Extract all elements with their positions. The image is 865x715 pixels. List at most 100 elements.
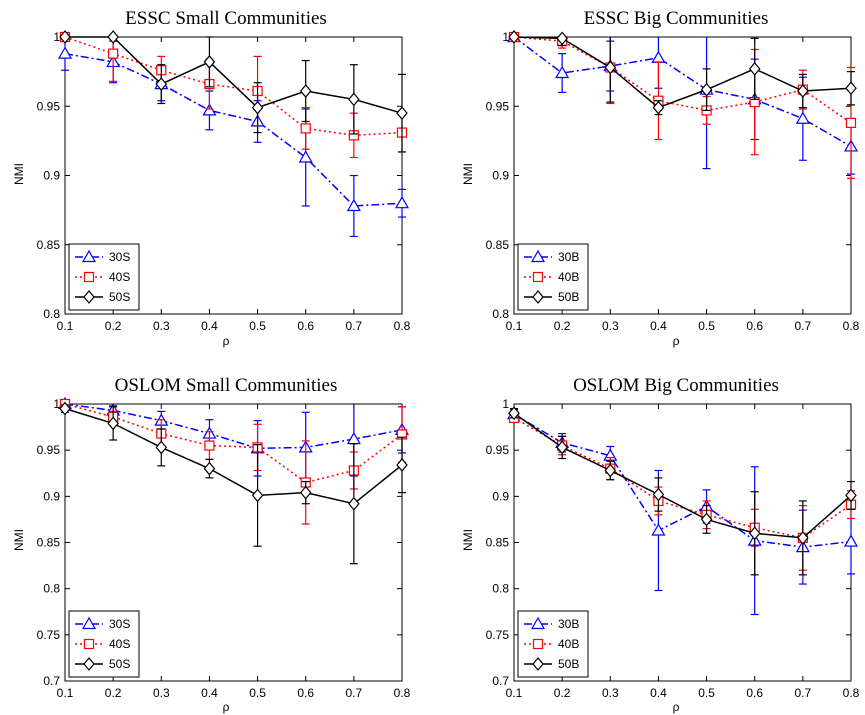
series-line [64, 36, 403, 137]
legend-marker [83, 638, 95, 650]
legend-label: 40S [109, 637, 130, 651]
legend-entry: 40S [75, 637, 130, 651]
legend-marker [532, 657, 544, 671]
x-tick-label: 0.3 [602, 319, 619, 333]
legend-entry: 30B [524, 249, 579, 264]
x-tick-label: 0.2 [105, 319, 122, 333]
data-point-marker [700, 512, 713, 527]
data-point-marker [204, 440, 215, 451]
data-point-marker [155, 77, 168, 92]
y-tick-label: 0.95 [486, 443, 510, 457]
legend-marker [81, 616, 97, 630]
data-point-marker [348, 496, 360, 511]
series-line [513, 36, 852, 124]
legend-label: 30B [558, 250, 579, 264]
legend-marker [532, 638, 544, 650]
x-tick-label: 0.3 [153, 319, 170, 333]
x-tick-label: 0.6 [297, 319, 314, 333]
data-point-marker [797, 84, 809, 98]
legend-marker [530, 616, 546, 630]
series-50B [508, 406, 857, 576]
panel-title: OSLOM Big Communities [573, 375, 779, 396]
legend-marker [83, 271, 95, 283]
y-tick-label: 0.95 [37, 99, 61, 113]
data-point-marker [202, 103, 217, 116]
y-tick-label: 0.8 [43, 307, 60, 321]
legend-entry: 40S [75, 270, 130, 284]
y-tick-label: 0.8 [492, 307, 509, 321]
data-point-marker [203, 54, 216, 69]
panel-title: OSLOM Small Communities [115, 375, 338, 396]
legend-label: 40S [109, 270, 130, 284]
x-tick-label: 0.8 [843, 319, 860, 333]
x-tick-label: 0.1 [57, 319, 74, 333]
data-point-marker [396, 458, 408, 472]
data-point-marker [797, 530, 809, 545]
data-point-marker [299, 485, 312, 500]
series-line [513, 36, 852, 148]
legend-marker [83, 657, 95, 671]
legend-entry: 50B [524, 290, 579, 304]
y-tick-label: 0.9 [492, 489, 509, 503]
data-point-marker [57, 46, 73, 59]
y-axis-label: NMI [12, 529, 26, 551]
legend-entry: 50B [524, 657, 579, 671]
x-tick-label: 0.5 [698, 319, 715, 333]
series-50S [59, 30, 408, 153]
legend-entry: 30S [75, 249, 130, 264]
series-line [64, 407, 403, 505]
legend-marker [532, 271, 544, 283]
x-tick-label: 0.2 [105, 686, 122, 700]
series-40B [508, 31, 857, 179]
data-point-marker [508, 30, 520, 44]
data-point-marker [346, 198, 361, 212]
data-point-marker [394, 195, 410, 209]
data-point-marker [299, 84, 312, 98]
x-tick-label: 0.1 [57, 686, 74, 700]
series-line [513, 413, 852, 548]
y-tick-label: 0.85 [37, 536, 61, 550]
data-point-marker [556, 31, 568, 46]
x-tick-label: 0.1 [506, 319, 523, 333]
y-tick-label: 1 [53, 30, 60, 44]
x-tick-label: 0.3 [602, 686, 619, 700]
data-point-marker [298, 150, 313, 163]
series-line [64, 52, 403, 207]
x-tick-label: 0.6 [746, 686, 763, 700]
x-tick-label: 0.6 [746, 319, 763, 333]
x-axis-label: ρ [223, 700, 230, 714]
data-point-marker [107, 30, 119, 44]
data-point-marker [555, 65, 570, 79]
data-point-marker [107, 416, 119, 431]
x-tick-label: 0.8 [394, 319, 411, 333]
y-tick-label: 0.9 [43, 489, 60, 503]
x-axis-label: ρ [223, 334, 230, 348]
y-tick-label: 0.8 [43, 582, 60, 596]
legend-marker [81, 249, 97, 263]
series-line [513, 36, 852, 109]
data-point-marker [155, 440, 168, 455]
legend-marker [530, 249, 546, 263]
y-tick-label: 0.7 [43, 674, 60, 688]
data-point-marker [700, 82, 713, 97]
series-30B [506, 29, 859, 175]
legend: 30S 40S 50S [68, 610, 140, 678]
data-point-marker [651, 523, 666, 536]
y-axis-label: NMI [461, 163, 475, 185]
data-point-marker [652, 487, 665, 502]
x-tick-label: 0.8 [843, 686, 860, 700]
y-tick-label: 0.85 [486, 536, 510, 550]
x-tick-label: 0.4 [650, 319, 667, 333]
data-point-marker [604, 463, 617, 478]
data-point-marker [251, 488, 264, 503]
data-point-marker [108, 48, 119, 59]
y-tick-label: 0.9 [492, 169, 509, 183]
data-point-marker [748, 526, 761, 541]
data-point-marker [845, 117, 857, 128]
series-line [64, 403, 403, 450]
data-point-marker [59, 401, 71, 416]
legend-marker [532, 290, 544, 304]
data-point-marker [795, 111, 810, 124]
x-tick-label: 0.7 [795, 319, 812, 333]
chart-panel-essc-small: ESSC Small Communities ρ NMI 0.1 0.2 0.3 0.… [12, 8, 411, 348]
